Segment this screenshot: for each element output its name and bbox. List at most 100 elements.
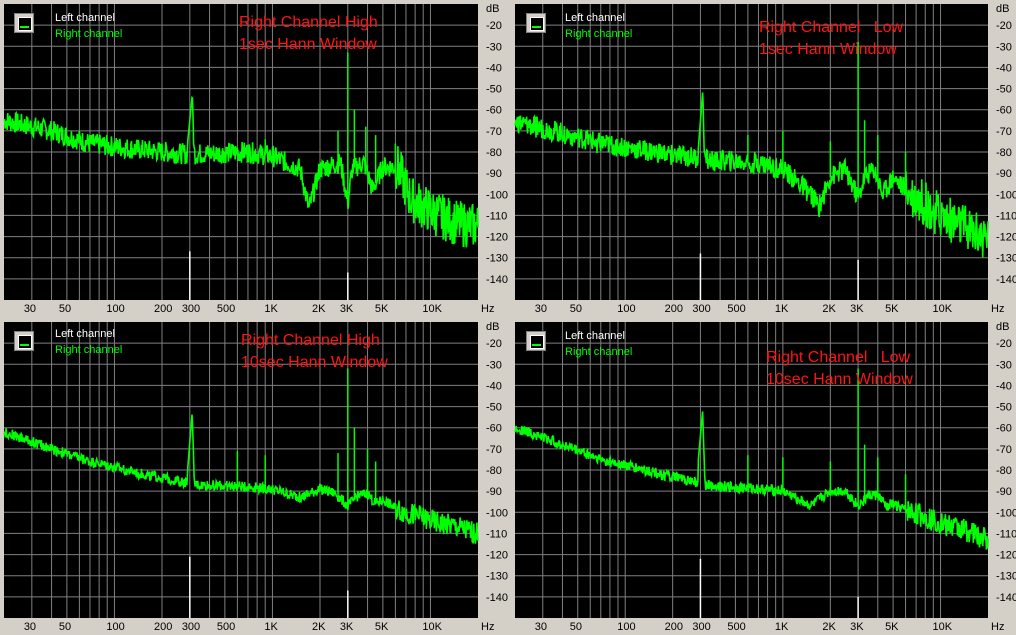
y-tick-label: -140 — [486, 274, 508, 286]
y-tick-label: -90 — [996, 486, 1012, 498]
x-tick-label: 500 — [217, 621, 235, 633]
y-tick-label: -140 — [996, 274, 1016, 286]
x-tick-label: 1K — [264, 621, 278, 633]
y-tick-label: -100 — [486, 189, 508, 201]
spectrum-panel-top-left: dB -20 -30 -40 -50 -60 -70 -80 -90 -100 -110 -120 -1… — [0, 0, 508, 317]
y-tick-label: -60 — [486, 105, 502, 117]
x-tick-label: 1K — [264, 303, 278, 315]
x-tick-label: 200 — [154, 621, 172, 633]
y-tick-label: -110 — [996, 528, 1016, 540]
x-tick-label: 300 — [182, 303, 200, 315]
legend-right-channel: Right channel — [55, 344, 123, 356]
y-tick-label: -70 — [996, 126, 1012, 138]
x-tick-label: 3K — [340, 303, 354, 315]
x-tick-label: 200 — [154, 303, 172, 315]
x-tick-label: 100 — [617, 303, 635, 315]
analyzer-icon[interactable] — [526, 13, 546, 33]
y-tick-label: -120 — [486, 232, 508, 244]
y-tick-label: -130 — [486, 253, 508, 265]
y-tick-label: -20 — [996, 338, 1012, 350]
x-tick-label: 50 — [570, 303, 582, 315]
legend-left-channel: Left channel — [55, 12, 115, 24]
spectrum-chart: dB -20 -30 -40 -50 -60 -70 -80 -90 -100 -110 -120 -1… — [3, 3, 508, 315]
y-tick-label: -20 — [486, 20, 502, 32]
y-tick-label: -40 — [486, 380, 502, 392]
x-tick-label: 200 — [665, 621, 683, 633]
right-channel-trace — [514, 411, 989, 550]
legend-right-channel: Right channel — [565, 346, 633, 358]
chart-title-line1: Right Channel High — [241, 332, 380, 349]
chart-title-line2: 1sec Hann Window — [239, 36, 377, 53]
y-tick-label: -130 — [996, 253, 1016, 265]
x-tick-label: 50 — [59, 303, 71, 315]
x-tick-label: 100 — [617, 621, 635, 633]
right-channel-trace — [514, 92, 989, 258]
x-tick-label: 30 — [535, 303, 547, 315]
chart-title-line2: 1sec Hann Window — [759, 41, 897, 58]
x-tick-label: 2K — [312, 303, 326, 315]
y-tick-label: -90 — [486, 486, 502, 498]
spectrum-chart: dB -20 -30 -40 -50 -60 -70 -80 -90 -100 -110 -120 -1… — [3, 321, 508, 633]
x-tick-label: 3K — [850, 303, 864, 315]
legend-left-channel: Left channel — [55, 328, 115, 340]
x-tick-label: 2K — [312, 621, 326, 633]
x-tick-label: 500 — [727, 303, 745, 315]
y-tick-label: -120 — [486, 550, 508, 562]
x-tick-label: 2K — [822, 303, 836, 315]
y-tick-label: -130 — [996, 571, 1016, 583]
right-channel-trace — [3, 95, 479, 248]
y-tick-label: dB — [996, 3, 1009, 15]
x-tick-label: 3K — [850, 621, 864, 633]
y-tick-label: -100 — [996, 507, 1016, 519]
x-tick-label: 3K — [340, 621, 354, 633]
x-tick-label: 50 — [59, 621, 71, 633]
legend-left-channel: Left channel — [565, 12, 625, 24]
x-tick-label: 10K — [422, 303, 442, 315]
x-tick-label: Hz — [991, 303, 1004, 315]
y-tick-label: -20 — [996, 20, 1012, 32]
y-tick-label: -70 — [996, 444, 1012, 456]
analyzer-icon[interactable] — [526, 331, 546, 351]
x-tick-label: 1K — [775, 621, 789, 633]
x-tick-label: 1K — [775, 303, 789, 315]
y-tick-label: -100 — [996, 189, 1016, 201]
x-tick-label: 300 — [692, 621, 710, 633]
x-tick-label: 5K — [885, 303, 899, 315]
y-tick-label: -80 — [996, 465, 1012, 477]
y-tick-label: -40 — [996, 62, 1012, 74]
y-tick-label: -30 — [486, 359, 502, 371]
y-tick-label: -70 — [486, 444, 502, 456]
y-tick-label: -60 — [996, 423, 1012, 435]
x-tick-label: 5K — [375, 621, 389, 633]
y-tick-label: -110 — [486, 528, 507, 540]
x-tick-label: 5K — [885, 621, 899, 633]
x-tick-label: 500 — [217, 303, 235, 315]
legend-left-channel: Left channel — [565, 330, 625, 342]
x-tick-label: Hz — [481, 621, 494, 633]
spectrum-chart: dB -20 -30 -40 -50 -60 -70 -80 -90 -100 -110 -120 -1… — [514, 321, 1016, 633]
x-tick-label: 10K — [933, 303, 953, 315]
y-tick-label: -30 — [996, 41, 1012, 53]
x-tick-label: Hz — [991, 621, 1004, 633]
chart-title-line1: Right Channel Low — [766, 349, 911, 366]
analyzer-icon[interactable] — [14, 13, 34, 33]
y-tick-label: -50 — [486, 84, 502, 96]
y-tick-label: -30 — [486, 41, 502, 53]
x-tick-label: 100 — [106, 621, 124, 633]
analyzer-icon[interactable] — [14, 331, 34, 351]
x-tick-label: 500 — [727, 621, 745, 633]
y-tick-label: -130 — [486, 571, 508, 583]
y-tick-label: -50 — [996, 402, 1012, 414]
y-tick-label: -110 — [486, 210, 507, 222]
y-tick-label: -80 — [486, 147, 502, 159]
y-tick-label: -30 — [996, 359, 1012, 371]
x-tick-label: 10K — [422, 621, 442, 633]
y-tick-label: -140 — [996, 592, 1016, 604]
y-tick-label: -120 — [996, 550, 1016, 562]
x-tick-label: Hz — [481, 303, 494, 315]
y-tick-label: -110 — [996, 210, 1016, 222]
x-tick-label: 50 — [570, 621, 582, 633]
y-tick-label: -20 — [486, 338, 502, 350]
y-tick-label: -40 — [486, 62, 502, 74]
y-tick-label: -60 — [486, 423, 502, 435]
